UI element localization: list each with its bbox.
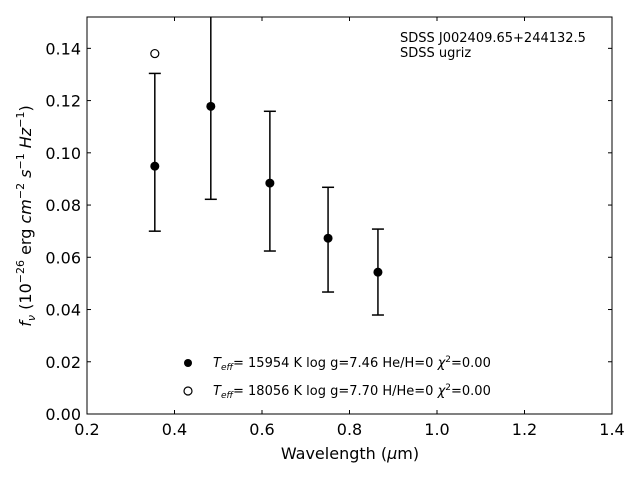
y-axis-label: fν (10−26 erg cm−2 s−1 Hz−1): [14, 105, 38, 326]
x-tick-label: 0.2: [74, 420, 99, 439]
y-tick-label: 0.12: [45, 92, 81, 111]
y-tick-label: 0.02: [45, 353, 81, 372]
data-point-observed: [265, 178, 275, 188]
x-tick-label: 0.4: [162, 420, 187, 439]
plot-frame: [86, 16, 613, 415]
annotation-object: SDSS J002409.65+244132.5: [400, 31, 586, 46]
x-tick-label: 1.2: [512, 420, 537, 439]
axis-ticks: 0.2 0.4 0.6 0.8 1.0 1.2 1.4 0.00 0.02 0.04 0.06 0.0…: [45, 17, 625, 439]
data-point-observed: [373, 267, 383, 277]
x-tick-label: 0.6: [249, 420, 274, 439]
data-point-model: [150, 48, 160, 59]
x-tick-label: 1.0: [424, 420, 449, 439]
legend-marker-open: [183, 386, 193, 396]
y-tick-label: 0.10: [45, 144, 81, 163]
data-point-observed: [150, 161, 160, 171]
y-tick-label: 0.00: [45, 405, 81, 424]
y-tick-label: 0.08: [45, 196, 81, 215]
annotation-filters: SDSS ugriz: [400, 46, 471, 61]
data-point-observed: [206, 101, 216, 111]
data-point-observed: [323, 233, 333, 243]
legend-marker-filled: [184, 359, 192, 367]
x-tick-label: 0.8: [337, 420, 362, 439]
x-tick-label: 1.4: [599, 420, 624, 439]
y-tick-label: 0.06: [45, 248, 81, 267]
legend-entry-2: Teff= 18056 K log g=7.70 H/He=0 χ2=0.00: [213, 383, 491, 401]
plot-marks: [148, 17, 384, 316]
series-group: [148, 17, 384, 316]
x-axis-label: Wavelength (μm): [281, 444, 419, 463]
legend-entry-1: Teff= 15954 K log g=7.46 He/H=0 χ2=0.00: [213, 355, 491, 373]
y-tick-label: 0.14: [45, 39, 81, 58]
y-tick-label: 0.04: [45, 301, 81, 320]
legend: Teff= 15954 K log g=7.46 He/H=0 χ2=0.00 …: [183, 355, 491, 401]
